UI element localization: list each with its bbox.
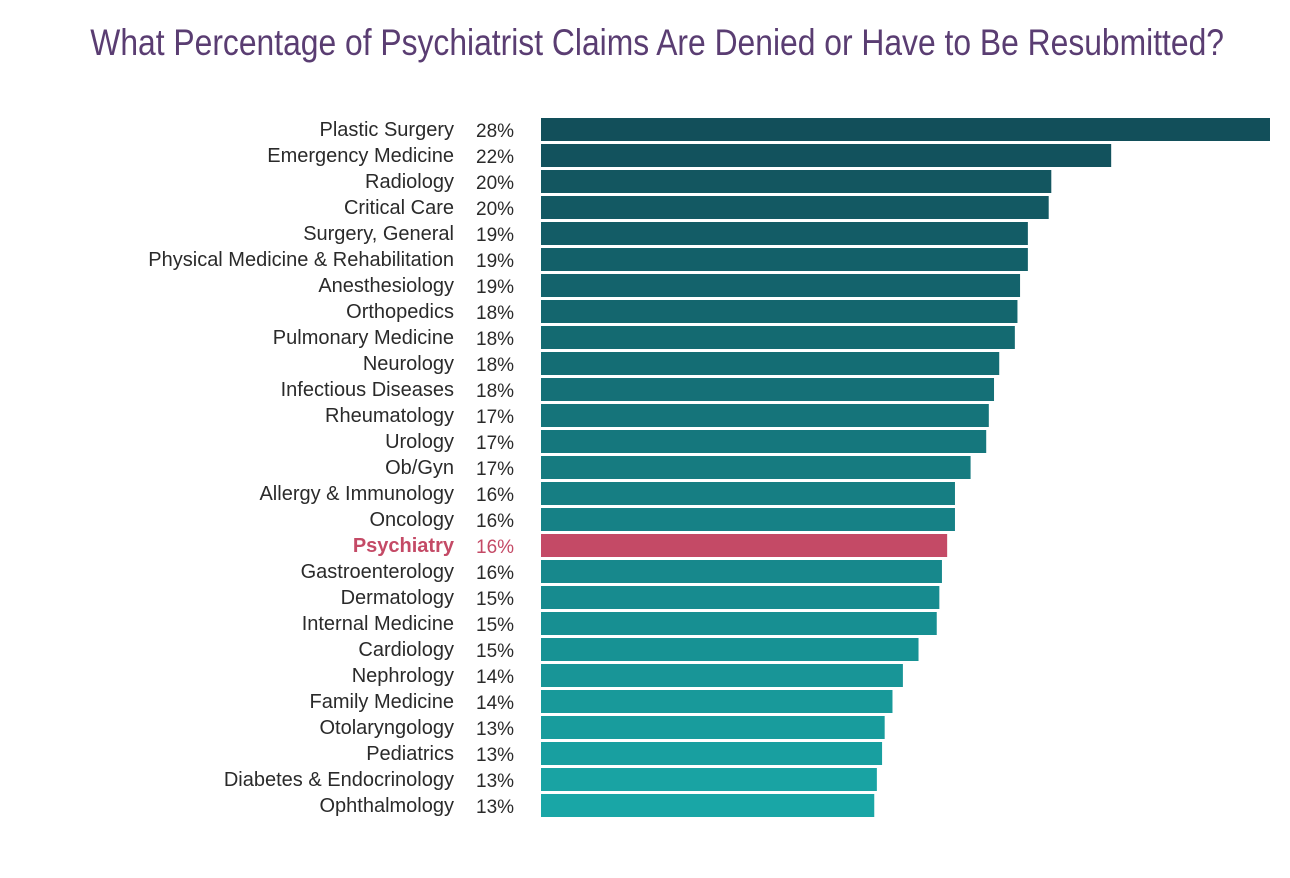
value-label: 16% [476, 485, 514, 506]
category-label: Orthopedics [346, 301, 454, 323]
bar [541, 274, 1021, 297]
bar [541, 612, 937, 635]
value-label: 17% [476, 433, 514, 454]
value-label: 16% [476, 511, 514, 532]
chart-title: What Percentage of Psychiatrist Claims A… [90, 22, 1224, 63]
category-label: Rheumatology [325, 405, 454, 427]
value-label: 17% [476, 459, 514, 480]
bar [541, 378, 995, 401]
category-label: Infectious Diseases [281, 379, 454, 401]
bar [541, 144, 1112, 167]
bar [541, 456, 971, 479]
bar [541, 118, 1270, 141]
value-label: 13% [476, 719, 514, 740]
value-label: 15% [476, 615, 514, 636]
value-label: 14% [476, 693, 514, 714]
category-label: Psychiatry [353, 535, 455, 557]
value-label: 16% [476, 537, 514, 558]
value-label: 20% [476, 199, 514, 220]
category-label: Cardiology [358, 639, 454, 661]
bar [541, 482, 955, 505]
bar [541, 742, 883, 765]
category-label: Critical Care [344, 197, 454, 219]
category-label: Otolaryngology [319, 717, 454, 739]
value-label: 22% [476, 147, 514, 168]
bar [541, 326, 1015, 349]
bar [541, 170, 1052, 193]
value-label: 19% [476, 277, 514, 298]
bar [541, 300, 1018, 323]
value-label: 18% [476, 355, 514, 376]
category-label: Diabetes & Endocrinology [224, 769, 454, 791]
value-label: 13% [476, 771, 514, 792]
bar [541, 690, 893, 713]
bar [541, 560, 942, 583]
category-label: Plastic Surgery [320, 119, 455, 141]
category-label: Pulmonary Medicine [273, 327, 454, 349]
value-label: 18% [476, 381, 514, 402]
bar [541, 794, 875, 817]
category-label: Dermatology [341, 587, 454, 609]
bar [541, 638, 919, 661]
value-label: 16% [476, 563, 514, 584]
category-label: Radiology [365, 171, 454, 193]
category-label: Family Medicine [310, 691, 454, 713]
value-label: 19% [476, 251, 514, 272]
category-label: Nephrology [352, 665, 454, 687]
value-label: 18% [476, 329, 514, 350]
category-label: Anesthesiology [318, 275, 454, 297]
category-label: Gastroenterology [301, 561, 454, 583]
value-label: 19% [476, 225, 514, 246]
value-label: 28% [476, 121, 514, 142]
value-label: 18% [476, 303, 514, 324]
value-label: 13% [476, 745, 514, 766]
category-label: Pediatrics [366, 743, 454, 765]
category-label: Neurology [363, 353, 454, 375]
value-label: 15% [476, 641, 514, 662]
category-label: Ophthalmology [319, 795, 454, 817]
value-label: 15% [476, 589, 514, 610]
bar [541, 430, 987, 453]
bar [541, 404, 989, 427]
category-label: Physical Medicine & Rehabilitation [148, 249, 454, 271]
category-label: Internal Medicine [302, 613, 454, 635]
bar [541, 664, 903, 687]
category-label: Allergy & Immunology [259, 483, 454, 505]
value-label: 20% [476, 173, 514, 194]
category-label: Ob/Gyn [385, 457, 454, 479]
bar [541, 768, 877, 791]
bar [541, 508, 955, 531]
category-label: Oncology [370, 509, 455, 531]
bar [541, 534, 948, 557]
bar [541, 352, 1000, 375]
value-label: 13% [476, 797, 514, 818]
category-label: Urology [385, 431, 454, 453]
value-label: 17% [476, 407, 514, 428]
bar [541, 196, 1049, 219]
category-label: Emergency Medicine [267, 145, 454, 167]
bar [541, 222, 1028, 245]
value-label: 14% [476, 667, 514, 688]
bar [541, 248, 1028, 271]
bar [541, 586, 940, 609]
bar [541, 716, 885, 739]
category-label: Surgery, General [303, 223, 454, 245]
